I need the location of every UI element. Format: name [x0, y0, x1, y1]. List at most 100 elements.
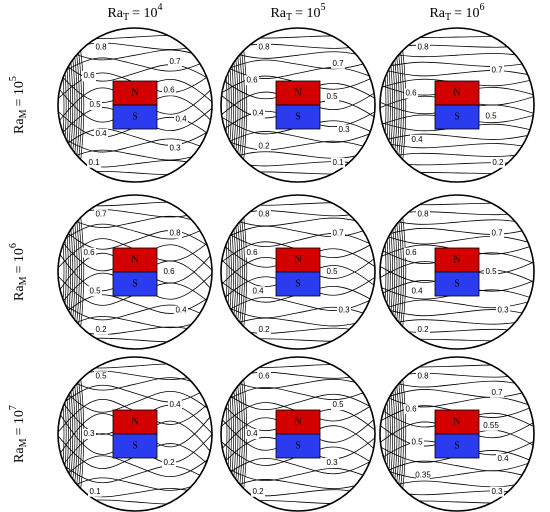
contour-label-bg: [168, 228, 182, 239]
column-header: RaT = 106: [429, 2, 484, 23]
contour-label-bg: [174, 114, 188, 125]
contour-line: [221, 150, 375, 163]
contour-line: [236, 357, 243, 511]
contour-line: [380, 61, 534, 70]
contour-label: 0.6: [405, 248, 417, 257]
contour-line: [58, 28, 65, 182]
contour-line: [384, 195, 391, 349]
contour-line: [58, 156, 212, 169]
contour-line: [221, 477, 375, 495]
contour-line: [59, 195, 67, 349]
contour-label: 0.6: [405, 404, 417, 413]
contour-label-bg: [404, 88, 418, 99]
panel: 0.8 0.7 0.6 0.5 0.4 0.3 0.2 N S: [220, 194, 376, 350]
contour-label: 0.6: [163, 267, 175, 276]
magnet-south-label: S: [295, 440, 301, 451]
contour-label: 0.5: [485, 267, 497, 276]
panel: 0.8 0.7 0.6 0.5 0.4 0.3 0.2 0.1 N S: [220, 27, 376, 183]
contour-label: 0.8: [417, 209, 429, 218]
contour-line: [221, 316, 375, 331]
relation: = 10: [12, 248, 27, 273]
contour-line: [221, 209, 375, 220]
row-header-group: RaM = 107: [8, 405, 29, 463]
contour-label: 0.7: [491, 229, 503, 238]
contour-line: [221, 384, 375, 407]
contour-label-bg: [94, 128, 108, 139]
contour-line: [221, 357, 228, 511]
contour-line: [380, 195, 387, 349]
contour-label-bg: [162, 85, 176, 96]
contour-line: [380, 152, 534, 159]
magnet-north: [434, 409, 480, 435]
contour-line: [388, 28, 396, 182]
magnet-north: [434, 80, 480, 106]
magnet-south: [275, 433, 321, 459]
contour-line: [58, 361, 212, 370]
exponent: 5: [321, 2, 326, 13]
contour-label-bg: [325, 91, 339, 102]
contour-label-bg: [331, 228, 345, 239]
contour-line: [225, 195, 232, 349]
magnet-north: [275, 80, 321, 106]
contour-line: [58, 296, 212, 323]
contour-label: 0.3: [338, 125, 350, 134]
contour-label: 0.8: [417, 42, 429, 51]
magnet-south: [434, 433, 480, 459]
contour-line: [380, 488, 534, 496]
contour-label: 0.4: [169, 400, 181, 409]
magnet-north-label: N: [131, 87, 138, 98]
contour-line: [380, 387, 534, 403]
contour-line: [221, 158, 375, 168]
contour-label-bg: [174, 305, 188, 316]
contour-line: [380, 500, 534, 505]
contour-label: 0.8: [95, 42, 107, 51]
contour-label: 0.2: [258, 325, 270, 334]
magnet-north-label: N: [131, 416, 138, 427]
contour-label: 0.1: [332, 158, 344, 167]
contour-label: 0.4: [411, 286, 423, 295]
contour-label-bg: [88, 486, 102, 497]
contour-line: [395, 357, 402, 511]
contour-label: 0.3: [491, 487, 503, 496]
magnet-north-label: N: [453, 416, 460, 427]
contour-line: [66, 28, 74, 182]
contour-line: [233, 28, 241, 182]
contour-line: [221, 499, 375, 506]
contour-line: [222, 195, 230, 349]
contour-line: [64, 195, 71, 349]
contour-line: [380, 132, 534, 143]
contour-line: [380, 327, 534, 334]
contour-label: 0.35: [415, 470, 431, 479]
magnet-north: [275, 409, 321, 435]
contour-line: [58, 41, 212, 54]
contour-label-bg: [496, 453, 510, 464]
contour-line: [231, 357, 239, 511]
contour-label-bg: [490, 65, 504, 76]
contour-line: [221, 47, 375, 60]
contour-label-bg: [257, 324, 271, 335]
contour-line: [221, 362, 375, 369]
row-header-group: RaM = 106: [8, 243, 29, 301]
contour-label-bg: [87, 157, 102, 168]
contour-line: [221, 461, 375, 484]
contour-label: 0.1: [89, 487, 101, 496]
subscript: M: [18, 109, 29, 118]
magnet-south: [275, 104, 321, 130]
contour-line: [221, 171, 375, 176]
contour-label: 0.6: [83, 248, 95, 257]
contour-label: 0.6: [258, 371, 270, 380]
contour-label: 0.5: [326, 267, 338, 276]
contour-line: [58, 456, 212, 486]
exponent: 6: [480, 2, 485, 13]
magnet-south: [434, 271, 480, 297]
contour-label-bg: [82, 71, 96, 82]
domain-boundary: [220, 356, 376, 512]
contour-label: 0.7: [169, 57, 181, 66]
contour-label-bg: [490, 387, 504, 398]
contour-label: 0.5: [89, 100, 101, 109]
contour-line: [221, 200, 375, 207]
relation: = 10: [454, 6, 479, 21]
contour-label-bg: [331, 157, 345, 168]
contour-line: [58, 44, 212, 62]
contour-line: [58, 209, 212, 230]
